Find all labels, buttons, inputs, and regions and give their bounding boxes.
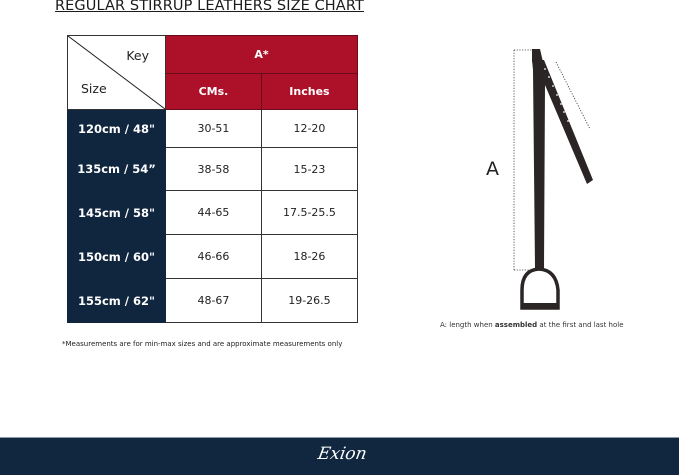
diagram-caption: A: length when assembled at the first an…	[440, 321, 624, 329]
inches-cell: 18-26	[260, 234, 359, 279]
stirrup-leather-illustration	[513, 49, 593, 310]
size-cell: 155cm / 62"	[67, 278, 166, 323]
column-header-inches: Inches	[260, 72, 359, 110]
caption-text-end: at the first and last hole	[537, 321, 624, 329]
exion-logo: Exion	[316, 444, 369, 464]
dimension-a-label: A	[486, 158, 499, 180]
corner-header-cell: Key Size	[67, 35, 166, 110]
footer-bar: Exion	[0, 437, 679, 475]
size-cell: 135cm / 54”	[67, 147, 166, 191]
size-cell: 120cm / 48"	[67, 109, 166, 148]
cms-cell: 44-65	[165, 190, 262, 235]
table-row: 135cm / 54” 38-58 15-23	[67, 147, 359, 191]
inches-cell: 17.5-25.5	[260, 190, 359, 235]
group-header-a: A*	[165, 35, 358, 74]
cms-cell: 38-58	[165, 147, 262, 191]
size-cell: 145cm / 58"	[67, 190, 166, 235]
caption-text: A: length when	[440, 321, 495, 329]
table-row: 120cm / 48" 30-51 12-20	[67, 109, 359, 148]
cms-cell: 46-66	[165, 234, 262, 279]
inches-cell: 15-23	[260, 147, 359, 191]
size-chart-table: Key Size A* CMs. Inches 120cm / 48" 30-5…	[67, 35, 359, 323]
measurement-note: *Measurements are for min-max sizes and …	[62, 340, 343, 348]
size-cell: 150cm / 60"	[67, 234, 166, 279]
column-header-cms: CMs.	[165, 72, 262, 110]
size-label: Size	[81, 81, 107, 96]
cms-cell: 48-67	[165, 278, 262, 323]
diagonal-divider	[68, 36, 165, 109]
table-row: 155cm / 62" 48-67 19-26.5	[67, 278, 359, 323]
inches-cell: 12-20	[260, 109, 359, 148]
table-row: 145cm / 58" 44-65 17.5-25.5	[67, 190, 359, 235]
table-row: 150cm / 60" 46-66 18-26	[67, 234, 359, 279]
inches-cell: 19-26.5	[260, 278, 359, 323]
key-label: Key	[126, 48, 149, 63]
cms-cell: 30-51	[165, 109, 262, 148]
page-title: REGULAR STIRRUP LEATHERS SIZE CHART	[55, 0, 364, 14]
caption-bold-text: assembled	[494, 321, 538, 329]
